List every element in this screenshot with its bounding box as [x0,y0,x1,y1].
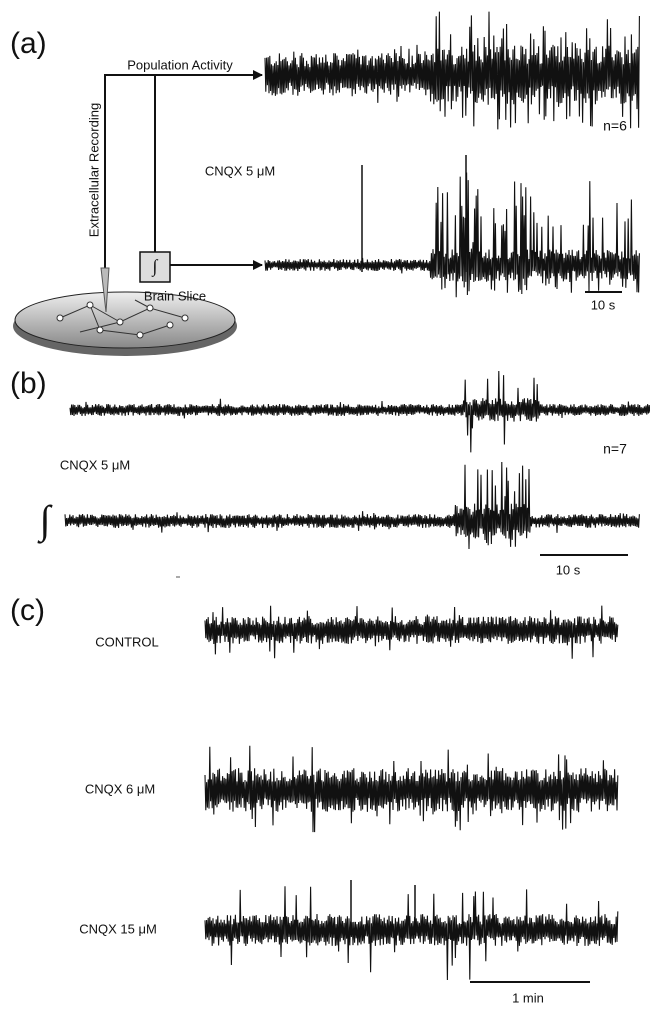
integrator-symbol: ∫ [152,256,159,277]
panel-label: (a) [10,27,47,60]
trace [204,886,619,981]
panel-label: (c) [10,594,45,627]
neurons [56,299,189,339]
scale-label: 10 s [591,297,616,312]
pathway-label: Population Activity [127,57,233,72]
electrode [100,267,110,313]
trace [69,370,650,453]
condition-label: CNQX 5 μM [205,163,275,178]
trace [264,11,640,130]
trace [64,461,640,550]
trace-label: CONTROL [95,634,159,649]
scale-label: 1 min [512,990,544,1005]
trace [204,745,619,833]
integrator-symbol: ∫ [37,497,54,544]
n-label: n=7 [603,441,627,457]
condition-label: CNQX 5 μM [60,457,130,472]
slice-label: Brain Slice [144,288,206,303]
trace-label: CNQX 15 μM [79,921,157,936]
integrator-box [139,251,171,283]
n-label: n=6 [603,118,627,134]
trace [264,172,640,298]
panel-label: (b) [10,367,47,400]
recording-label: Extracellular Recording [86,103,101,237]
trace [204,605,619,659]
signal-arrow [104,70,263,275]
trace-label: CNQX 6 μM [85,781,155,796]
scale-label: 10 s [556,562,581,577]
